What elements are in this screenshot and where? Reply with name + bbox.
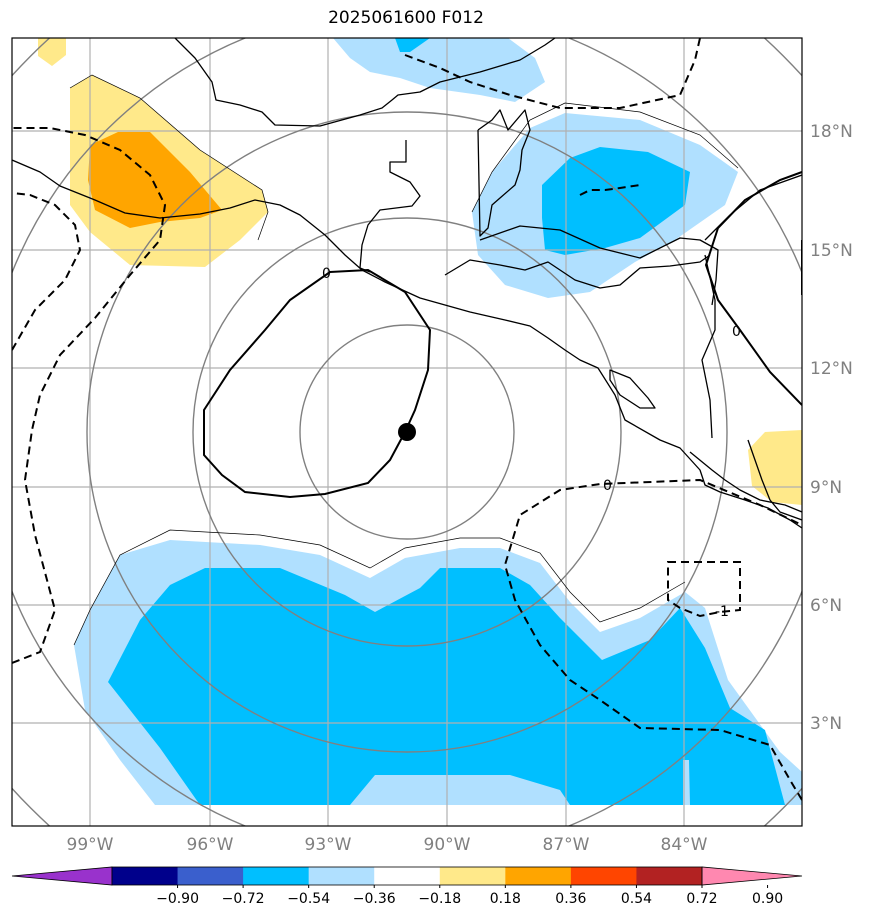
- contour-label-minus-one: -1: [715, 604, 729, 620]
- lon-label-90: 90°W: [424, 835, 471, 855]
- range-ring-2: [192, 217, 622, 647]
- lon-label-96: 96°W: [187, 835, 234, 855]
- colorbar-tick-label: −0.72: [222, 891, 265, 907]
- colorbar-extend-low: [11, 866, 113, 886]
- negative-anomaly-mid-north: [395, 38, 430, 52]
- nicaragua-lake: [609, 369, 656, 409]
- negative-anomaly-light-sliver: [683, 760, 690, 805]
- honduras-coast: [479, 225, 719, 306]
- colorbar-tick-label: 0.90: [752, 891, 783, 907]
- gridlines: [12, 38, 802, 826]
- colorbar-tick-label: 0.18: [490, 891, 521, 907]
- gulf-coast: [174, 38, 556, 127]
- latitude-labels: 3°N 6°N 9°N 12°N 15°N 18°N: [810, 122, 853, 734]
- negative-anomaly-light-pacific-south: [350, 775, 570, 805]
- mexico-pacific-coast: [12, 159, 802, 529]
- colorbar-bin: [636, 867, 703, 885]
- lat-label-9: 9°N: [810, 478, 842, 498]
- lon-label-93: 93°W: [305, 835, 352, 855]
- lat-label-12: 12°N: [810, 359, 853, 379]
- filled-contours: [38, 38, 802, 805]
- colombia-coast: [747, 439, 802, 521]
- colorbar-outline: [111, 866, 703, 886]
- lat-label-18: 18°N: [810, 122, 853, 142]
- dashed-contour-west-outer: [12, 127, 167, 664]
- east-coast-nicaragua: [701, 254, 716, 439]
- guatemala-border: [359, 140, 421, 273]
- lat-label-15: 15°N: [810, 241, 853, 261]
- thin-contour-pacific: [73, 529, 686, 646]
- colorbar-bin: [439, 867, 506, 885]
- colorbar-tick-label: −0.90: [156, 891, 199, 907]
- lon-label-87: 87°W: [543, 835, 590, 855]
- colorbar-tick-label: −0.54: [287, 891, 330, 907]
- contour-label-zero-2: 0: [732, 324, 741, 340]
- storm-center-marker: [398, 423, 416, 441]
- lon-label-99: 99°W: [67, 835, 114, 855]
- colorbar-tick-label: 0.36: [555, 891, 586, 907]
- range-ring-3: [86, 111, 728, 753]
- chart-title: 2025061600 F012: [328, 8, 484, 28]
- colorbar-tick-label: 0.72: [686, 891, 717, 907]
- colorbar-bin: [505, 867, 572, 885]
- yucatan-outline: [477, 109, 531, 237]
- coastlines: [12, 38, 802, 529]
- dashed-contours: [12, 38, 802, 801]
- panama-costa-rica: [689, 451, 802, 513]
- solid-contours: [203, 171, 802, 499]
- colorbar-bin: [112, 867, 179, 885]
- colorbar-tick-label: −0.36: [353, 891, 396, 907]
- lon-label-84: 84°W: [661, 835, 708, 855]
- positive-anomaly-top-left: [38, 38, 66, 66]
- colorbar: −0.90 −0.72 −0.54 −0.36 −0.18 0.18 0.36 0.54 0.7…: [11, 866, 803, 907]
- solid-contour-zero-center: [203, 268, 432, 499]
- dashed-contour-southeast: [503, 478, 802, 801]
- thin-contour-caribbean: [471, 102, 739, 213]
- map-frame: [11, 37, 803, 827]
- contour-label-zero-1: 0: [322, 266, 331, 282]
- colorbar-bin: [570, 867, 637, 885]
- colorbar-bin: [374, 867, 441, 885]
- range-ring-1: [299, 324, 515, 540]
- solid-contour-east: [704, 171, 802, 406]
- colorbar-tick-label: −0.18: [418, 891, 461, 907]
- lat-label-3: 3°N: [810, 714, 842, 734]
- dashed-contour-caribbean-small: [579, 184, 641, 196]
- colorbar-bin: [243, 867, 310, 885]
- thin-contour-sw-mexico: [69, 74, 269, 241]
- colorbar-bin: [308, 867, 375, 885]
- positive-anomaly-strong-sw-mexico: [88, 132, 222, 228]
- dashed-contour-west-inner: [12, 192, 82, 351]
- negative-anomaly-light-north: [333, 38, 545, 102]
- thin-contours: [69, 74, 739, 646]
- colorbar-bin: [177, 867, 244, 885]
- longitude-labels: 99°W 96°W 93°W 90°W 87°W 84°W: [67, 835, 708, 855]
- central-america-interior: [444, 254, 711, 289]
- positive-anomaly-right: [748, 430, 802, 505]
- contour-label-zero-3: 0: [603, 478, 612, 494]
- dashed-contour-minus-one: [667, 561, 741, 618]
- colorbar-tick-label: 0.54: [621, 891, 652, 907]
- lat-label-6: 6°N: [810, 596, 842, 616]
- contour-labels: 0 0 0 -1: [322, 266, 741, 620]
- colorbar-extend-high: [701, 866, 803, 886]
